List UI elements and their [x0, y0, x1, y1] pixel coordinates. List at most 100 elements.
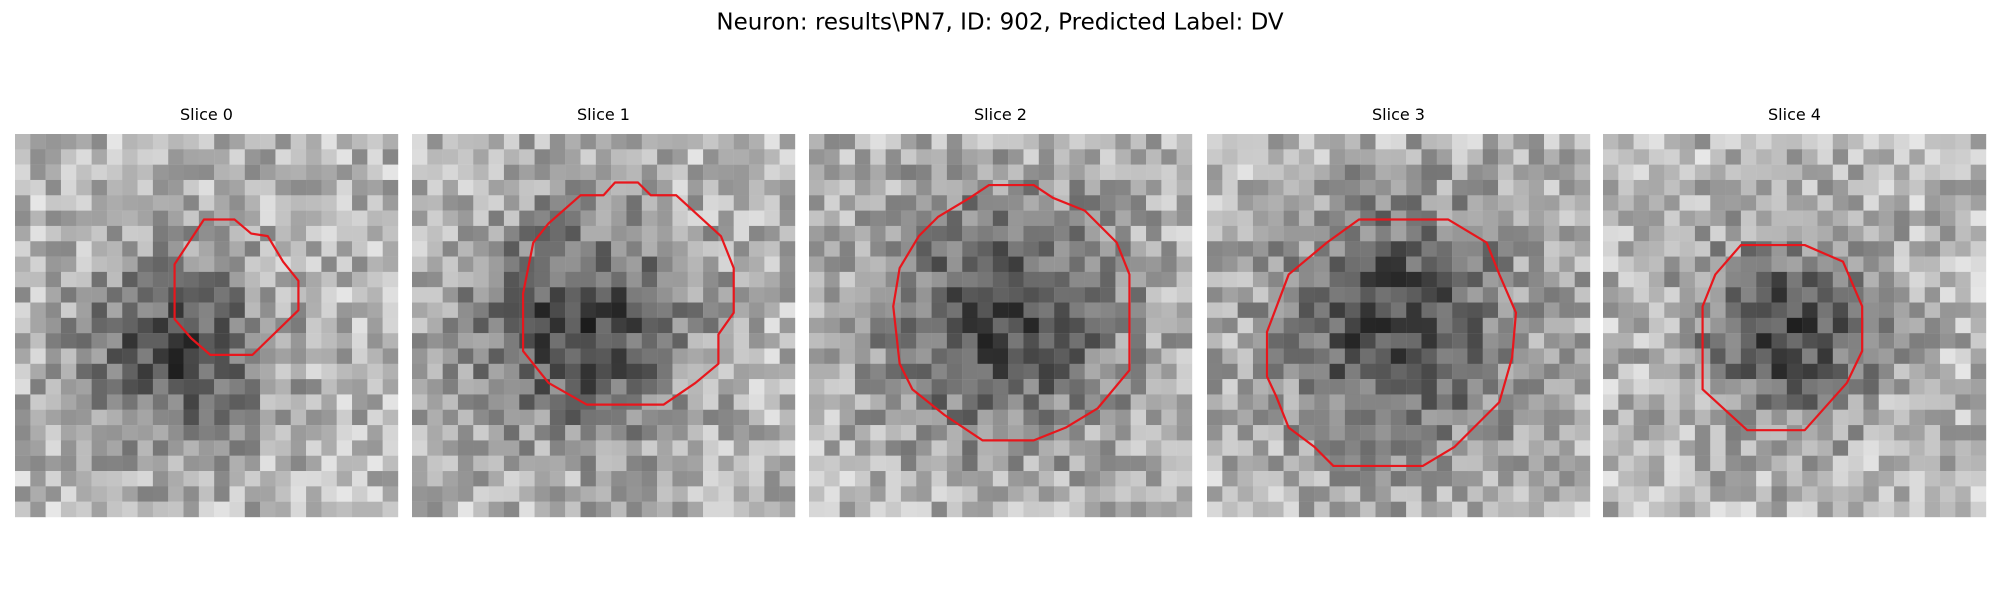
pixel — [534, 379, 551, 395]
pixel — [885, 394, 902, 410]
pixel — [1452, 501, 1468, 518]
pixel — [1436, 256, 1453, 273]
pixel — [611, 241, 627, 257]
pixel — [1390, 363, 1407, 380]
pixel — [1802, 302, 1818, 319]
pixel — [1817, 287, 1833, 303]
pixel — [60, 271, 77, 288]
pixel — [76, 348, 92, 364]
pixel — [1817, 425, 1833, 441]
pixel — [1710, 195, 1726, 211]
pixel — [1482, 425, 1499, 441]
pixel — [229, 210, 245, 227]
pixel — [1786, 486, 1803, 502]
pixel — [1421, 134, 1437, 150]
pixel — [122, 195, 138, 211]
pixel — [809, 317, 825, 334]
pixel — [229, 455, 245, 472]
pixel — [473, 225, 489, 242]
pixel — [1436, 225, 1453, 242]
pixel — [870, 348, 886, 364]
pixel — [1130, 333, 1147, 349]
pixel — [946, 271, 963, 288]
pixel — [30, 134, 46, 150]
pixel — [1421, 348, 1437, 364]
pixel — [885, 363, 902, 380]
pixel — [580, 287, 597, 303]
pixel — [962, 440, 978, 456]
pixel — [870, 425, 886, 441]
pixel — [1559, 164, 1575, 181]
pixel — [168, 134, 184, 150]
pixel — [657, 179, 673, 196]
pixel — [1360, 363, 1376, 380]
pixel — [1863, 348, 1879, 364]
pixel — [703, 302, 719, 319]
pixel — [1771, 455, 1788, 472]
pixel — [1802, 363, 1818, 380]
pixel — [321, 256, 337, 273]
pixel — [321, 179, 337, 196]
pixel — [1054, 440, 1070, 456]
pixel — [626, 363, 642, 380]
pixel — [641, 486, 658, 502]
pixel — [275, 486, 291, 502]
pixel — [1069, 379, 1085, 395]
pixel — [1970, 302, 1987, 319]
pixel — [779, 302, 796, 319]
pixel — [1161, 256, 1177, 273]
pixel — [1725, 134, 1742, 150]
pixel — [1513, 134, 1529, 150]
pixel — [611, 210, 627, 227]
pixel — [839, 455, 856, 472]
pixel — [321, 440, 337, 456]
pixel — [1146, 149, 1162, 165]
pixel — [45, 317, 62, 334]
pixel — [457, 501, 474, 518]
pixel — [1740, 348, 1757, 364]
pixel — [91, 379, 108, 395]
pixel — [306, 287, 322, 303]
pixel — [1482, 179, 1499, 196]
pixel — [1069, 471, 1085, 487]
pixel — [91, 287, 108, 303]
pixel — [1100, 210, 1116, 227]
pixel — [442, 179, 459, 196]
pixel — [137, 164, 154, 181]
pixel — [1894, 379, 1910, 395]
pixel — [1878, 455, 1895, 472]
pixel — [749, 179, 765, 196]
pixel — [442, 225, 459, 242]
pixel — [1832, 179, 1849, 196]
pixel — [1909, 333, 1925, 349]
pixel — [1863, 225, 1879, 242]
pixel — [1970, 149, 1987, 165]
pixel — [45, 425, 62, 441]
pixel — [1940, 501, 1956, 518]
pixel — [595, 425, 612, 441]
pixel — [1559, 225, 1575, 242]
pixel — [1559, 287, 1575, 303]
pixel — [931, 363, 948, 380]
pixel — [1298, 394, 1315, 410]
pixel — [687, 317, 704, 334]
pixel — [321, 471, 337, 487]
pixel — [1023, 425, 1039, 441]
pixel — [1513, 333, 1529, 349]
pixel — [1360, 425, 1376, 441]
pixel — [565, 455, 581, 472]
pixel — [1679, 440, 1696, 456]
pixel — [367, 501, 383, 518]
pixel — [168, 149, 184, 165]
pixel — [1574, 195, 1591, 211]
pixel — [382, 164, 399, 181]
pixel — [1710, 363, 1726, 380]
pixel — [1283, 317, 1300, 334]
pixel — [1544, 440, 1560, 456]
pixel — [854, 333, 871, 349]
pixel — [60, 179, 77, 196]
pixel — [870, 501, 886, 518]
pixel — [931, 149, 948, 165]
pixel — [733, 271, 750, 288]
pixel — [60, 486, 77, 502]
